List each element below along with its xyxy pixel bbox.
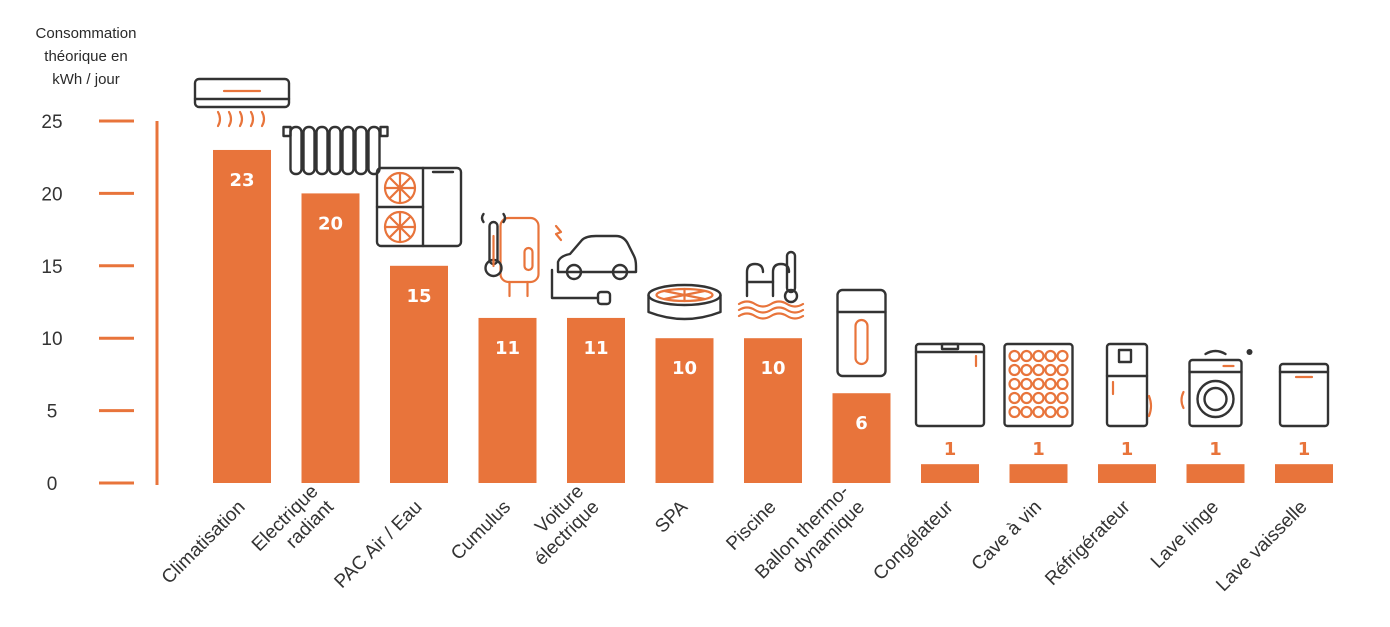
x-category-label-line: Congélateur (869, 496, 958, 585)
x-category-label: Réfrigérateur (1041, 496, 1135, 590)
appliance-icons (193, 77, 1330, 428)
y-axis-title-line: Consommation (36, 25, 137, 42)
x-category-label-line: SPA (651, 496, 692, 537)
x-category-label: Cave à vin (968, 497, 1046, 575)
bar-value-label: 1 (1121, 439, 1134, 460)
bar-value-label: 6 (855, 413, 868, 434)
bar-value-label: 15 (406, 286, 431, 307)
bar-value-label: 10 (672, 358, 697, 379)
bar-value-label: 11 (583, 338, 608, 359)
x-category-label: Lave linge (1147, 497, 1223, 573)
x-category-label: SPA (651, 496, 692, 537)
y-axis-title-line: kWh / jour (52, 71, 120, 88)
bar (390, 265, 448, 483)
bar-value-label: 1 (1032, 439, 1045, 460)
bar-value-label: 20 (318, 213, 343, 234)
bar-value-label: 23 (229, 170, 254, 191)
bar (921, 464, 979, 483)
x-category-label: Cumulus (447, 497, 515, 565)
x-category-label-line: Cave à vin (968, 497, 1046, 575)
dishwasher-icon (1278, 362, 1330, 428)
x-category-label-line: Lave linge (1147, 497, 1223, 573)
bar (1098, 464, 1156, 483)
bar (832, 393, 891, 483)
x-category-label: Lave vaisselle (1212, 497, 1311, 596)
x-category-label-line: Réfrigérateur (1041, 496, 1135, 590)
thermodynamic-tank-icon (836, 288, 887, 378)
y-tick-label: 15 (41, 257, 62, 278)
x-category-label: Piscine (722, 497, 780, 555)
bar-value-label: 1 (944, 439, 957, 460)
bar-value-label: 11 (495, 338, 520, 359)
bar (301, 193, 360, 483)
bar (1275, 464, 1333, 483)
bar-value-label: 10 (760, 358, 785, 379)
y-axis: 0 5 10 15 20 25 (41, 112, 159, 495)
spa-icon (647, 283, 722, 321)
bar-value-label: 1 (1209, 439, 1222, 460)
heat-pump-icon (375, 166, 463, 248)
y-axis-title-line: théorique en (44, 48, 127, 65)
bar (744, 338, 802, 483)
bar-value-label: 1 (1298, 439, 1311, 460)
x-category-label: Congélateur (869, 496, 958, 585)
bar (655, 338, 714, 483)
electric-car-icon (550, 224, 638, 306)
bar (1186, 464, 1245, 483)
x-category-label-line: PAC Air / Eau (331, 497, 427, 593)
y-tick-label: 10 (41, 329, 62, 350)
y-tick-label: 20 (41, 184, 62, 205)
bar (1009, 464, 1068, 483)
bar (213, 149, 271, 483)
x-category-label-line: Lave vaisselle (1212, 497, 1311, 596)
x-category-label: Climatisation (158, 497, 250, 589)
x-category-label-line: Climatisation (158, 497, 250, 589)
y-tick-label: 5 (47, 402, 58, 423)
bar (567, 317, 625, 483)
water-heater-icon (480, 212, 540, 298)
bar (478, 317, 537, 483)
pool-icon (737, 250, 805, 320)
radiator-icon (282, 125, 389, 176)
freezer-icon (914, 342, 986, 428)
x-category-label: PAC Air / Eau (331, 497, 427, 593)
wine-cellar-icon (1003, 342, 1074, 428)
x-category-label: Ballon thermo-dynamique (751, 481, 869, 583)
x-category-label-line: Piscine (722, 497, 780, 555)
y-axis-title: Consommation théorique en kWh / jour (36, 25, 137, 88)
air-conditioner-icon (193, 77, 291, 128)
y-tick-label: 0 (47, 474, 58, 495)
y-tick-label: 25 (41, 112, 62, 133)
washing-machine-icon (1180, 349, 1253, 428)
fridge-icon (1105, 342, 1153, 428)
x-category-label-line: Cumulus (447, 497, 515, 565)
